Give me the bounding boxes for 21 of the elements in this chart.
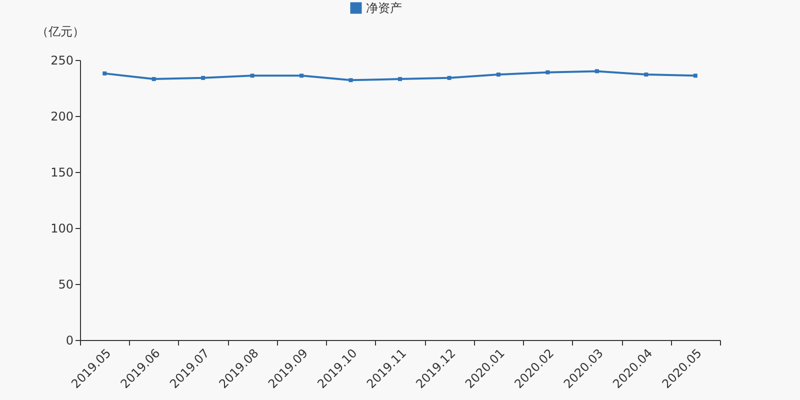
y-axis-title: （亿元） <box>36 24 84 38</box>
point <box>201 76 206 80</box>
point <box>496 72 500 77</box>
point <box>693 74 698 78</box>
point <box>398 77 402 82</box>
point <box>152 77 156 82</box>
y-tick-label: 200 <box>50 110 74 124</box>
y-tick-label: 100 <box>50 222 74 236</box>
point <box>546 70 550 74</box>
y-tick-label: 0 <box>66 334 74 348</box>
legend-label: 净资产 <box>366 1 402 15</box>
point <box>102 71 107 76</box>
point <box>594 69 599 74</box>
point <box>300 74 304 78</box>
point <box>250 74 254 78</box>
y-tick-label: 50 <box>58 278 74 292</box>
y-tick-label: 250 <box>50 54 74 68</box>
point <box>447 76 452 80</box>
y-tick-label: 150 <box>50 166 74 180</box>
point <box>644 72 648 77</box>
point <box>348 78 353 82</box>
